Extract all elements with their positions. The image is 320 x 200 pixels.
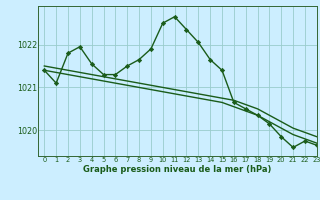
X-axis label: Graphe pression niveau de la mer (hPa): Graphe pression niveau de la mer (hPa) — [84, 165, 272, 174]
